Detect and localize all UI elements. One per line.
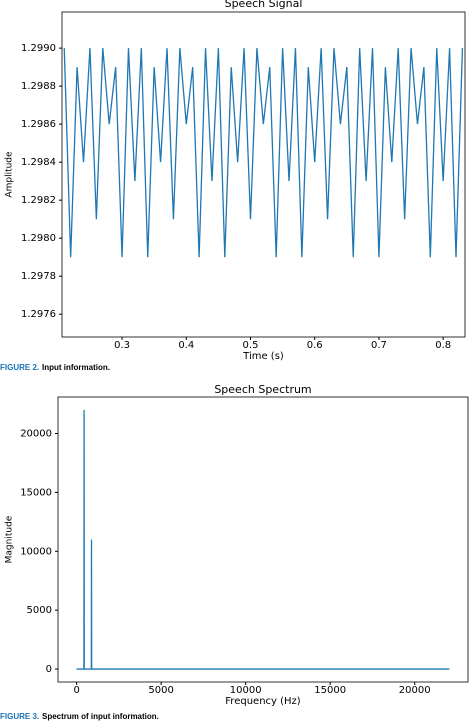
y-tick-label: 1.2990 — [21, 43, 56, 54]
y-tick-label: 1.2984 — [21, 157, 56, 168]
x-tick-label: 0.8 — [435, 340, 451, 351]
y-tick-label: 20000 — [20, 429, 52, 440]
y-tick-label: 15000 — [20, 487, 52, 498]
caption-text: Spectrum of input information. — [42, 712, 159, 721]
caption-text: Input information. — [42, 363, 110, 372]
axes-frame — [57, 396, 469, 683]
y-tick-label: 5000 — [27, 605, 52, 616]
x-tick-label: 0.5 — [243, 340, 259, 351]
plot-area — [63, 48, 464, 258]
x-tick-label: 10000 — [230, 685, 262, 696]
y-tick-label: 10000 — [20, 546, 52, 557]
caption-label: FIGURE 3. — [0, 712, 39, 721]
y-tick-label: 1.2988 — [21, 81, 56, 92]
y-axis-label: Amplitude — [5, 151, 15, 198]
y-tick-label: 1.2986 — [21, 119, 56, 130]
caption-label: FIGURE 2. — [0, 363, 39, 372]
y-tick-label: 1.2982 — [21, 195, 56, 206]
axes-frame — [61, 11, 466, 338]
y-tick-label: 0 — [46, 664, 52, 675]
x-tick-label: 0.6 — [307, 340, 323, 351]
x-tick-label: 0 — [73, 685, 79, 696]
x-tick-label: 0.7 — [371, 340, 387, 351]
y-tick-label: 1.2976 — [21, 309, 56, 320]
chart-title: Speech Signal — [225, 0, 303, 10]
y-axis-label: Magnitude — [5, 515, 15, 563]
x-tick-label: 0.4 — [178, 340, 194, 351]
y-tick-label: 1.2980 — [21, 233, 56, 244]
signal-line — [63, 48, 464, 258]
chart-title: Speech Spectrum — [214, 383, 311, 396]
x-tick-label: 15000 — [314, 685, 346, 696]
x-axis-label: Frequency (Hz) — [225, 696, 301, 707]
x-tick-label: 0.3 — [114, 340, 130, 351]
x-axis-label: Time (s) — [242, 351, 284, 362]
x-tick-label: 20000 — [399, 685, 431, 696]
signal-line — [76, 409, 450, 670]
x-tick-label: 5000 — [148, 685, 173, 696]
y-tick-label: 1.2978 — [21, 271, 56, 282]
plot-area — [76, 409, 450, 670]
